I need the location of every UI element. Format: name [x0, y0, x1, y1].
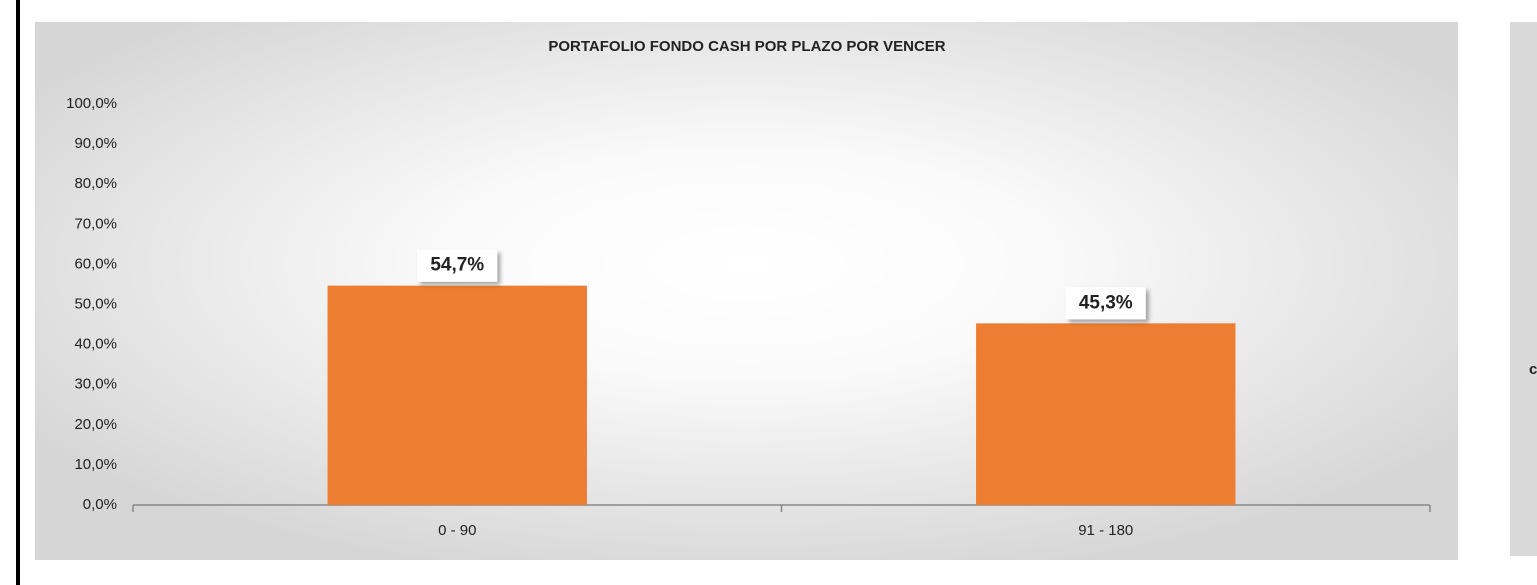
chart-title: PORTAFOLIO FONDO CASH POR PLAZO POR VENC… [548, 38, 945, 55]
y-tick-label: 10,0% [74, 456, 117, 473]
y-tick-label: 100,0% [66, 95, 117, 112]
chart-area [35, 22, 1458, 560]
data-label-box [1065, 287, 1146, 320]
y-tick-label: 0,0% [83, 496, 117, 513]
data-label: 54,7% [430, 255, 484, 276]
data-label: 45,3% [1079, 292, 1133, 313]
left-border [16, 0, 20, 585]
side-panel [1510, 22, 1537, 556]
y-tick-label: 50,0% [74, 295, 117, 312]
plot: 0,0% 10,0% 20,0% 30,0% 40,0% 50,0% 60,0% 70,0% 8… [66, 95, 1431, 539]
side-panel-text: c [1529, 361, 1537, 378]
y-tick-label: 60,0% [74, 255, 117, 272]
x-tick-label: 91 - 180 [1078, 522, 1133, 539]
y-tick-label: 20,0% [74, 416, 117, 433]
bar [327, 285, 587, 505]
y-tick-label: 90,0% [74, 135, 117, 152]
y-tick-label: 30,0% [74, 376, 117, 393]
y-tick-label: 40,0% [74, 336, 117, 353]
y-tick-label: 80,0% [74, 175, 117, 192]
x-tick-label: 0 - 90 [438, 522, 476, 539]
bar [976, 323, 1236, 505]
y-tick-label: 70,0% [74, 215, 117, 232]
data-label-box [417, 249, 498, 282]
